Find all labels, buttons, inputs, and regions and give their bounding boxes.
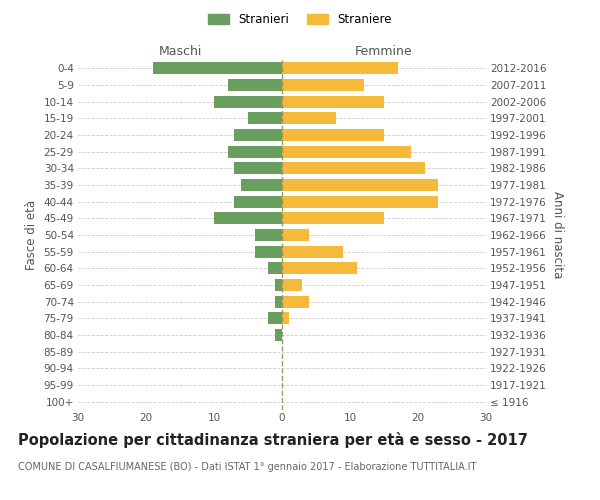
Bar [282, 296, 309, 308]
Bar [282, 279, 302, 291]
Bar [241, 179, 282, 191]
Bar [227, 146, 282, 158]
Text: Maschi: Maschi [158, 44, 202, 58]
Bar [214, 96, 282, 108]
Bar [235, 162, 282, 174]
Bar [282, 162, 425, 174]
Bar [282, 229, 309, 241]
Bar [214, 212, 282, 224]
Bar [282, 62, 398, 74]
Bar [275, 329, 282, 341]
Bar [282, 312, 289, 324]
Y-axis label: Anni di nascita: Anni di nascita [551, 192, 563, 278]
Bar [282, 246, 343, 258]
Bar [282, 262, 357, 274]
Bar [282, 129, 384, 141]
Bar [255, 229, 282, 241]
Bar [282, 212, 384, 224]
Bar [153, 62, 282, 74]
Bar [282, 96, 384, 108]
Legend: Stranieri, Straniere: Stranieri, Straniere [203, 8, 397, 31]
Text: COMUNE DI CASALFIUMANESE (BO) - Dati ISTAT 1° gennaio 2017 - Elaborazione TUTTIT: COMUNE DI CASALFIUMANESE (BO) - Dati IST… [18, 462, 476, 472]
Bar [275, 296, 282, 308]
Text: Femmine: Femmine [355, 44, 413, 58]
Bar [268, 262, 282, 274]
Bar [282, 112, 337, 124]
Bar [275, 279, 282, 291]
Bar [282, 196, 439, 207]
Bar [255, 246, 282, 258]
Bar [282, 146, 411, 158]
Text: Popolazione per cittadinanza straniera per età e sesso - 2017: Popolazione per cittadinanza straniera p… [18, 432, 528, 448]
Bar [282, 179, 439, 191]
Bar [282, 79, 364, 91]
Bar [227, 79, 282, 91]
Bar [268, 312, 282, 324]
Bar [248, 112, 282, 124]
Bar [235, 129, 282, 141]
Bar [235, 196, 282, 207]
Y-axis label: Fasce di età: Fasce di età [25, 200, 38, 270]
